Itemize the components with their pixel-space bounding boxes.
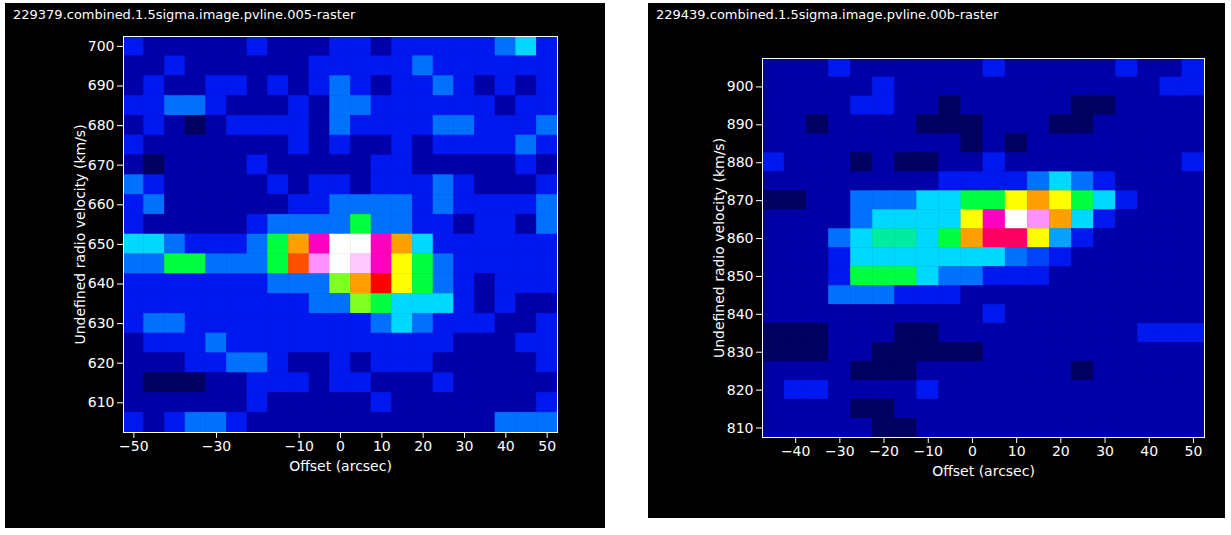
svg-text:50: 50 (538, 438, 556, 454)
svg-text:0: 0 (968, 443, 977, 459)
svg-text:860: 860 (727, 230, 754, 246)
svg-text:0: 0 (336, 438, 345, 454)
svg-text:30: 30 (1096, 443, 1114, 459)
svg-text:830: 830 (727, 344, 754, 360)
svg-text:820: 820 (727, 382, 754, 398)
svg-text:40: 40 (1140, 443, 1158, 459)
svg-text:840: 840 (727, 306, 754, 322)
svg-text:650: 650 (88, 236, 115, 252)
svg-text:640: 640 (88, 275, 115, 291)
svg-text:870: 870 (727, 192, 754, 208)
svg-text:−10: −10 (284, 438, 314, 454)
svg-text:−50: −50 (119, 438, 149, 454)
svg-text:810: 810 (727, 420, 754, 436)
svg-text:660: 660 (88, 196, 115, 212)
svg-text:690: 690 (88, 77, 115, 93)
svg-text:30: 30 (456, 438, 474, 454)
svg-text:40: 40 (497, 438, 515, 454)
svg-text:20: 20 (414, 438, 432, 454)
svg-text:900: 900 (727, 78, 754, 94)
svg-text:10: 10 (373, 438, 391, 454)
svg-text:680: 680 (88, 117, 115, 133)
svg-text:630: 630 (88, 315, 115, 331)
svg-text:−30: −30 (202, 438, 232, 454)
svg-text:−10: −10 (913, 443, 943, 459)
svg-text:Offset (arcsec): Offset (arcsec) (289, 458, 392, 474)
svg-text:−40: −40 (781, 443, 811, 459)
svg-text:700: 700 (88, 38, 115, 54)
svg-text:880: 880 (727, 154, 754, 170)
svg-text:Undefined radio velocity (km/s: Undefined radio velocity (km/s) (711, 138, 727, 358)
html-text:229379.combined.1.5sigma.image: 229379.combined.1.5sigma.image.pvline.00… (13, 7, 356, 22)
html-text:229439.combined.1.5sigma.image: 229439.combined.1.5sigma.image.pvline.00… (656, 7, 999, 22)
svg-text:Undefined radio velocity (km/s: Undefined radio velocity (km/s) (72, 124, 88, 344)
svg-text:850: 850 (727, 268, 754, 284)
svg-text:Offset (arcsec): Offset (arcsec) (932, 463, 1035, 479)
svg-text:50: 50 (1185, 443, 1203, 459)
svg-text:620: 620 (88, 355, 115, 371)
svg-text:890: 890 (727, 116, 754, 132)
svg-text:610: 610 (88, 394, 115, 410)
svg-text:−20: −20 (869, 443, 899, 459)
svg-text:670: 670 (88, 157, 115, 173)
svg-text:10: 10 (1008, 443, 1026, 459)
svg-text:−30: −30 (825, 443, 855, 459)
svg-text:20: 20 (1052, 443, 1070, 459)
